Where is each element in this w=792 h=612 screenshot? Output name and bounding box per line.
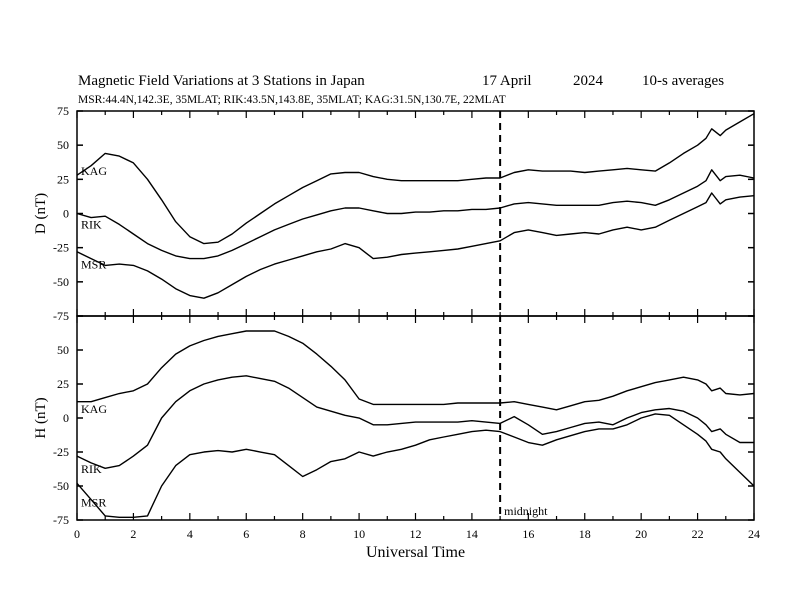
d-series-rik	[76, 169, 755, 260]
h-ytick-label: -75	[53, 513, 69, 527]
h-series-kag	[77, 330, 755, 411]
h-ytick-label: 0	[63, 411, 69, 425]
x-tick-label: 24	[748, 527, 760, 541]
h-ytick-label: 50	[57, 343, 69, 357]
x-tick-label: 2	[130, 527, 136, 541]
x-tick-label: 10	[353, 527, 365, 541]
d-ytick-label: 0	[63, 207, 69, 221]
midnight-label: midnight	[504, 504, 548, 518]
h-series-rik	[76, 375, 754, 469]
d-ytick-label: -50	[53, 275, 69, 289]
d-series-kag	[76, 113, 755, 245]
d-ytick-label: -75	[53, 309, 69, 323]
chart-title: Magnetic Field Variations at 3 Stations …	[78, 73, 365, 89]
d-ytick-label: 50	[57, 138, 69, 152]
x-tick-label: 22	[692, 527, 704, 541]
chart-date: 17 April	[482, 73, 532, 89]
h-ytick-label: -50	[53, 479, 69, 493]
h-ytick-label: -25	[53, 445, 69, 459]
x-tick-label: 18	[579, 527, 591, 541]
x-tick-label: 12	[410, 527, 422, 541]
d-series-label-kag: KAG	[81, 164, 107, 178]
x-tick-label: 16	[522, 527, 534, 541]
x-tick-label: 14	[466, 527, 478, 541]
d-series-label-msr: MSR	[81, 258, 106, 272]
x-tick-label: 0	[74, 527, 80, 541]
d-series-label-rik: RIK	[81, 217, 102, 231]
d-series-msr	[76, 192, 755, 299]
d-ytick-label: -25	[53, 241, 69, 255]
h-series-label-msr: MSR	[81, 496, 106, 510]
station-list: MSR:44.4N,142.3E, 35MLAT; RIK:43.5N,143.…	[78, 94, 506, 106]
d-panel-frame	[76, 110, 755, 317]
h-series-label-rik: RIK	[81, 462, 102, 476]
x-axis-label: Universal Time	[366, 544, 465, 561]
x-tick-label: 4	[187, 527, 193, 541]
x-tick-label: 6	[243, 527, 249, 541]
title-line: Magnetic Field Variations at 3 Stations …	[78, 73, 758, 91]
x-tick-label: 8	[300, 527, 306, 541]
d-axis-label: D (nT)	[33, 193, 49, 234]
h-series-label-kag: KAG	[81, 402, 107, 416]
chart-year: 2024	[573, 73, 603, 89]
chart-averaging: 10-s averages	[642, 73, 725, 89]
h-series-msr	[76, 413, 755, 518]
h-panel-frame	[76, 315, 755, 521]
h-axis-label: H (nT)	[33, 397, 49, 438]
x-tick-label: 20	[635, 527, 647, 541]
h-ytick-label: 25	[57, 377, 69, 391]
d-ytick-label: 25	[57, 172, 69, 186]
d-ytick-label: 75	[57, 104, 69, 118]
